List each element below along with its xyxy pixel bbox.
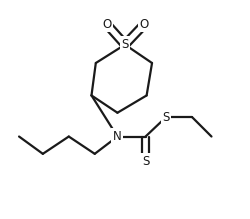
Text: S: S [142,155,149,168]
Text: S: S [162,111,170,124]
Text: N: N [113,130,122,143]
Text: O: O [140,18,149,31]
Text: S: S [121,38,129,51]
Text: O: O [102,18,111,31]
